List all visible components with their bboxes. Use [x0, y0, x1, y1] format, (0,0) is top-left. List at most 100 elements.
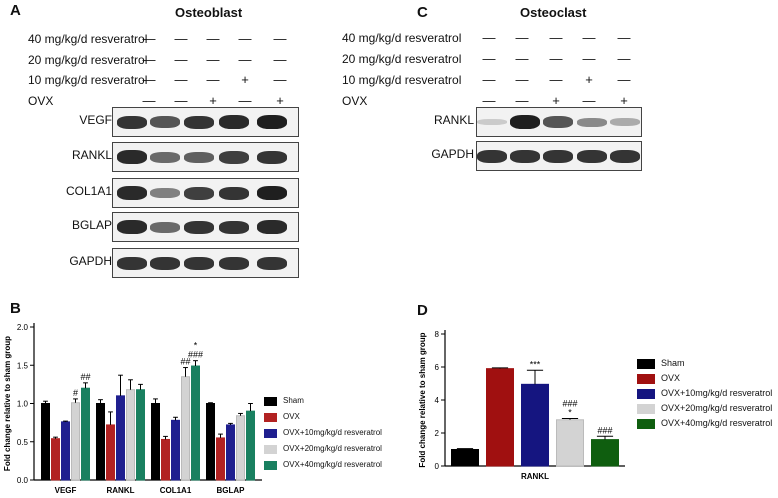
- blot-band: [577, 149, 607, 163]
- blot-band: [117, 256, 147, 270]
- minus-sign: —: [142, 72, 156, 87]
- blot-band: [257, 220, 287, 234]
- y-tick-label: 6: [435, 363, 440, 372]
- minus-sign: —: [549, 51, 563, 66]
- blot-band: [184, 256, 214, 270]
- bar: [236, 415, 245, 481]
- blot-image: [112, 178, 299, 208]
- treatment-label: 40 mg/kg/d resveratrol: [28, 32, 148, 46]
- y-tick-label: 0.0: [17, 476, 29, 485]
- blot-band: [257, 115, 287, 129]
- minus-sign: —: [238, 31, 252, 46]
- minus-sign: —: [273, 72, 287, 87]
- blot-band: [257, 150, 287, 164]
- bar: [246, 410, 255, 481]
- bar: [556, 419, 584, 467]
- legend-swatch: [637, 389, 655, 399]
- minus-sign: —: [142, 51, 156, 67]
- legend-label: Sham: [661, 358, 685, 368]
- blot-band: [477, 149, 507, 163]
- panel-c-title: Osteoclast: [520, 5, 587, 20]
- blot-band: [543, 116, 573, 128]
- minus-sign: —: [582, 30, 596, 45]
- blot-band: [150, 188, 180, 198]
- plus-sign: +: [620, 93, 628, 108]
- bar: [181, 376, 190, 481]
- y-tick-label: 0: [435, 462, 440, 471]
- minus-sign: —: [617, 51, 631, 66]
- blot-band: [184, 151, 214, 163]
- blot-band: [577, 117, 607, 127]
- legend-label: OVX+40mg/kg/d resveratrol: [283, 460, 382, 469]
- treatment-label: 10 mg/kg/d resveratrol: [28, 73, 148, 87]
- legend-swatch: [264, 461, 277, 470]
- bar: [216, 437, 225, 481]
- bar: [161, 438, 170, 481]
- bar: [171, 419, 180, 481]
- bar: [191, 365, 200, 481]
- bar: [81, 387, 90, 481]
- blot-band: [543, 149, 573, 163]
- bar: [136, 389, 145, 481]
- blot-label: VEGF: [79, 113, 112, 127]
- treatment-label: 20 mg/kg/d resveratrol: [342, 52, 462, 66]
- blot-image: [112, 107, 299, 137]
- bar: [151, 403, 160, 481]
- y-axis-label: Fold change relative to sham group: [418, 332, 427, 467]
- minus-sign: —: [273, 31, 287, 46]
- blot-image: [476, 107, 642, 137]
- y-tick-label: 2: [435, 429, 440, 438]
- legend-label: OVX+10mg/kg/d resveratrol: [283, 428, 382, 437]
- plus-sign: +: [276, 92, 284, 108]
- panel-d-letter: D: [417, 302, 428, 319]
- blot-band: [477, 119, 507, 125]
- blot-band: [184, 220, 214, 234]
- blot-label: GAPDH: [431, 147, 474, 161]
- blot-band: [257, 256, 287, 270]
- bar: [61, 421, 70, 481]
- y-tick-label: 1.5: [17, 361, 29, 370]
- plus-sign: +: [241, 72, 249, 87]
- minus-sign: —: [482, 30, 496, 45]
- legend-swatch: [264, 413, 277, 422]
- bar: [486, 368, 514, 467]
- legend-swatch: [637, 359, 655, 369]
- significance-mark: *: [194, 341, 198, 351]
- blot-band: [150, 116, 180, 128]
- minus-sign: —: [142, 92, 156, 108]
- bar: [126, 389, 135, 481]
- significance-mark: ###: [597, 425, 612, 435]
- minus-sign: —: [206, 51, 220, 67]
- legend-swatch: [264, 445, 277, 454]
- minus-sign: —: [617, 30, 631, 45]
- y-axis-label: Fold change relative to sham group: [3, 336, 12, 471]
- y-tick-label: 8: [435, 330, 440, 339]
- y-tick-label: 2.0: [17, 323, 29, 332]
- minus-sign: —: [515, 72, 529, 87]
- minus-sign: —: [174, 31, 188, 46]
- legend-label: OVX+20mg/kg/d resveratrol: [283, 444, 382, 453]
- minus-sign: —: [549, 72, 563, 87]
- significance-mark: *: [568, 407, 572, 417]
- legend-label: Sham: [283, 396, 304, 405]
- blot-band: [117, 150, 147, 164]
- minus-sign: —: [582, 93, 596, 108]
- blot-band: [150, 221, 180, 233]
- blot-image: [112, 248, 299, 278]
- plus-sign: +: [209, 92, 217, 108]
- bar: [206, 403, 215, 481]
- blot-label: RANKL: [71, 148, 112, 162]
- bar: [96, 403, 105, 481]
- blot-band: [610, 149, 640, 163]
- bar: [451, 449, 479, 467]
- minus-sign: —: [482, 93, 496, 108]
- bar: [41, 403, 50, 481]
- panel-d-bar-chart: Fold change relative to sham group 0 2 4 6 8 R…: [418, 330, 625, 481]
- panel-a-title: Osteoblast: [175, 5, 243, 20]
- y-tick-label: 1.0: [17, 400, 29, 409]
- panel-b-letter: B: [10, 300, 21, 317]
- blot-band: [117, 186, 147, 200]
- legend-swatch: [637, 419, 655, 429]
- blot-band: [150, 256, 180, 270]
- x-category-label: COL1A1: [160, 486, 192, 495]
